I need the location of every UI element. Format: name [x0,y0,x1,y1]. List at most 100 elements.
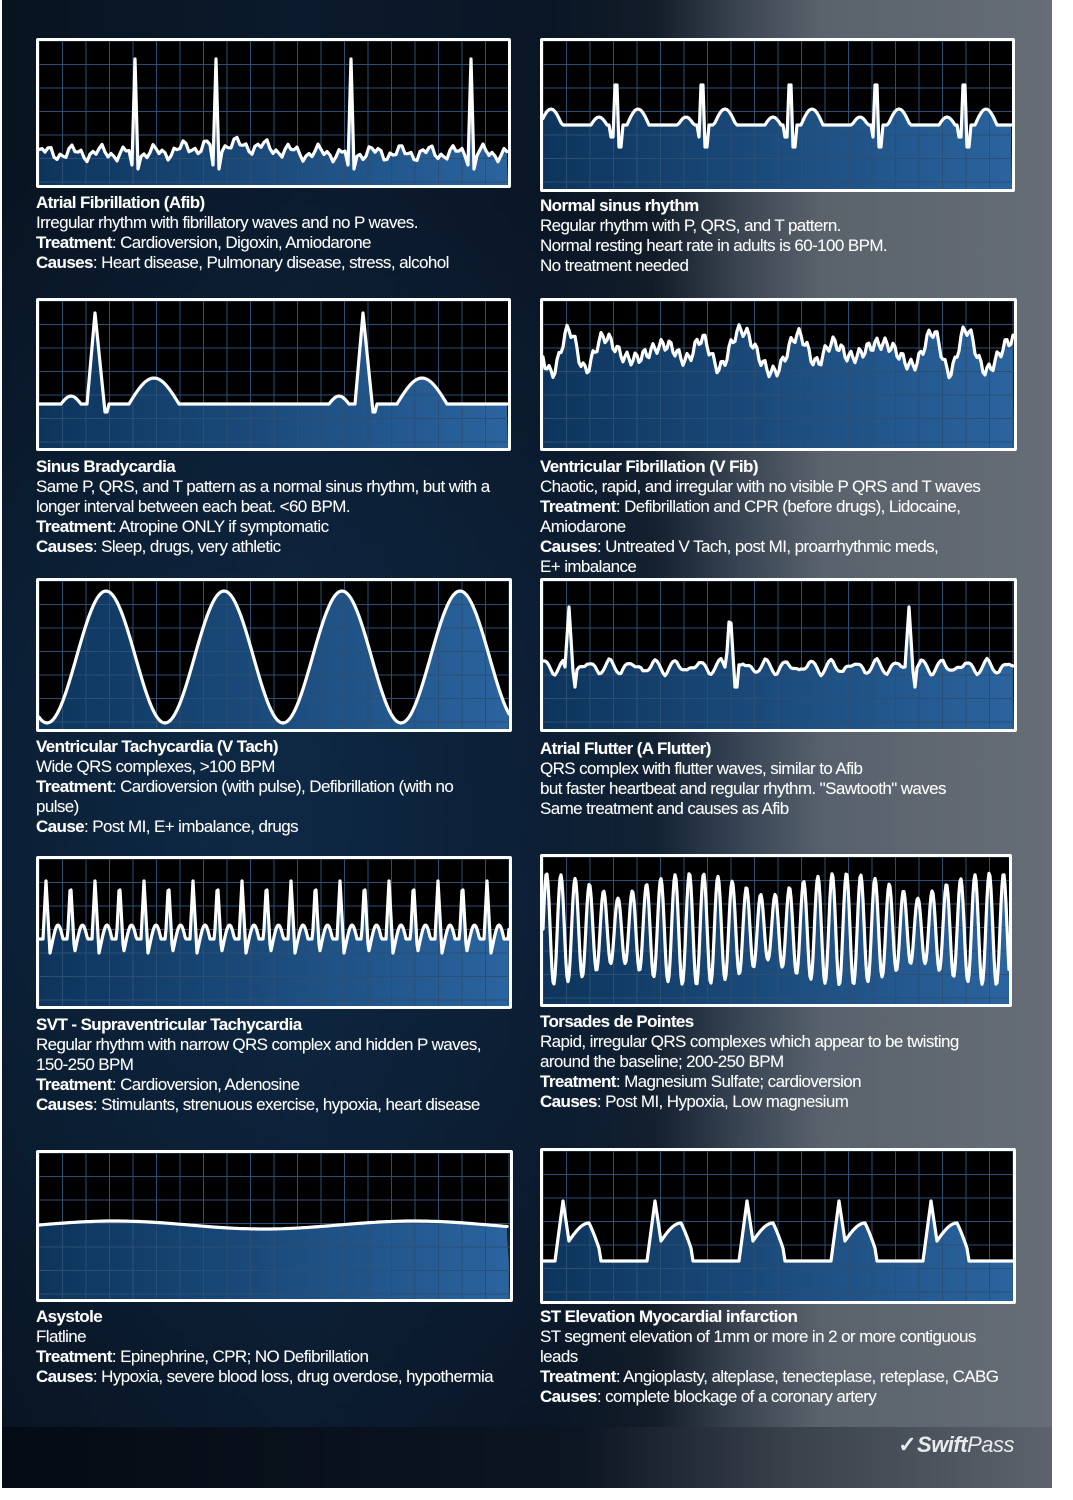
brand-swift: Swift [917,1432,968,1457]
ecg-strip-asystole [39,1153,510,1299]
card-line: Wide QRS complexes, >100 BPM [36,757,516,777]
card-line: Irregular rhythm with fibrillatory waves… [36,213,514,233]
checkmark-icon: ✓ [898,1432,917,1457]
card-line-label: Treatment [36,1347,112,1366]
card-line: leads [540,1347,1026,1367]
card-line-label: Causes [540,1387,597,1406]
card-title: Atrial Flutter (A Flutter) [540,739,711,758]
ecg-trace [543,83,1012,149]
ecg-trace [39,311,508,414]
ecg-panel-vfib [540,298,1017,451]
card-line-text: Same P, QRS, and T pattern as a normal s… [36,477,490,496]
card-line-label: Treatment [540,1367,616,1386]
brand-pass: Pass [967,1432,1014,1457]
card-line: E+ imbalance [540,557,1018,577]
card-line: Same P, QRS, and T pattern as a normal s… [36,477,520,497]
card-line-text: pulse) [36,797,79,816]
ecg-strip-vfib [543,301,1014,448]
card-line: Flatline [36,1327,522,1347]
card-line: Treatment: Defibrillation and CPR (befor… [540,497,1018,517]
card-line-text: Regular rhythm with P, QRS, and T patter… [540,216,841,235]
card-line-text: : Epinephrine, CPR; NO Defibrillation [111,1347,369,1366]
card-line: longer interval between each beat. <60 B… [36,497,520,517]
card-line: Treatment: Epinephrine, CPR; NO Defibril… [36,1347,522,1367]
card-title: Ventricular Tachycardia (V Tach) [36,737,278,756]
ecg-trace [543,1199,1013,1263]
card-title: Asystole [36,1307,103,1326]
card-line-text: : Magnesium Sulfate; cardioversion [615,1072,862,1091]
card-line: Treatment: Cardioversion (with pulse), D… [36,777,516,797]
ecg-trace [39,57,508,171]
card-line-text: : Heart disease, Pulmonary disease, stre… [92,253,449,272]
card-line-text: : Cardioversion, Adenosine [111,1075,300,1094]
card-line: Causes: Post MI, Hypoxia, Low magnesium [540,1092,1018,1112]
card-line: Normal resting heart rate in adults is 6… [540,236,1018,256]
desc-vtach: Ventricular Tachycardia (V Tach) Wide QRS… [36,737,516,837]
desc-stemi: ST Elevation Myocardial infarction ST seg… [540,1307,1026,1407]
card-line: Causes: Heart disease, Pulmonary disease… [36,253,514,273]
card-line-text: : Stimulants, strenuous exercise, hypoxi… [92,1095,481,1114]
card-line: Treatment: Cardioversion, Digoxin, Amiod… [36,233,514,253]
desc-vfib: Ventricular Fibrillation (V Fib) Chaotic,… [540,457,1018,577]
ecg-panel-aflutter [540,578,1017,732]
card-line-label: Cause [36,817,85,836]
card-line-text: Amiodarone [540,517,626,536]
card-line-label: Treatment [540,497,616,516]
card-line: around the baseline; 200-250 BPM [540,1052,1018,1072]
ecg-strip-aflutter [543,581,1014,729]
card-line: Causes: Sleep, drugs, very athletic [36,537,520,557]
ecg-strip-torsades [543,857,1009,1004]
card-line-label: Causes [540,1092,597,1111]
card-line: Causes: complete blockage of a coronary … [540,1387,1026,1407]
card-line-text: : Defibrillation and CPR (before drugs),… [615,497,961,516]
card-line-text: Flatline [36,1327,87,1346]
card-line-text: : Cardioversion (with pulse), Defibrilla… [111,777,454,796]
ecg-strip-svt [39,859,509,1006]
desc-svt: SVT - Supraventricular Tachycardia Regula… [36,1015,516,1115]
card-line-text: : Post MI, Hypoxia, Low magnesium [596,1092,849,1111]
card-line-text: longer interval between each beat. <60 B… [36,497,351,516]
ecg-strip-afib [39,41,508,185]
card-line: Treatment: Angioplasty, alteplase, tenec… [540,1367,1026,1387]
card-title: Sinus Bradycardia [36,457,176,476]
card-line-text: : Angioplasty, alteplase, tenecteplase, … [615,1367,999,1386]
card-line: 150-250 BPM [36,1055,516,1075]
ecg-panel-nsr [540,38,1015,192]
poster: Atrial Fibrillation (Afib) Irregular rhyt… [2,0,1052,1488]
card-line-label: Treatment [36,517,112,536]
card-line-text: E+ imbalance [540,557,637,576]
footer-bar [2,1427,1052,1488]
card-title: Torsades de Pointes [540,1012,694,1031]
ecg-panel-afib [36,38,511,188]
card-line: pulse) [36,797,516,817]
card-line-text: Chaotic, rapid, and irregular with no vi… [540,477,981,496]
card-line: Treatment: Atropine ONLY if symptomatic [36,517,520,537]
card-line-text: : Atropine ONLY if symptomatic [111,517,329,536]
ecg-trace [39,879,509,955]
ecg-panel-stemi [540,1148,1016,1304]
ecg-strip-stemi [543,1151,1013,1301]
card-line: Same treatment and causes as Afib [540,799,1018,819]
card-line-text: : Untreated V Tach, post MI, proarrhythm… [596,537,939,556]
card-line-text: ST segment elevation of 1mm or more in 2… [540,1327,976,1346]
card-line-text: 150-250 BPM [36,1055,134,1074]
card-line-text: : Sleep, drugs, very athletic [92,537,281,556]
card-line-text: : Cardioversion, Digoxin, Amiodarone [111,233,372,252]
card-title: ST Elevation Myocardial infarction [540,1307,798,1326]
ecg-trace [39,589,509,725]
card-line-label: Causes [36,1367,93,1386]
card-line: Chaotic, rapid, and irregular with no vi… [540,477,1018,497]
card-line-label: Causes [540,537,597,556]
card-line: ST segment elevation of 1mm or more in 2… [540,1327,1026,1347]
card-line-text: but faster heartbeat and regular rhythm.… [540,779,947,798]
card-line-label: Causes [36,1095,93,1114]
ecg-strip-vtach [39,581,509,729]
card-line-text: QRS complex with flutter waves, similar … [540,759,863,778]
card-title: Ventricular Fibrillation (V Fib) [540,457,758,476]
brand-logo: ✓SwiftPass [898,1432,1014,1458]
card-line-text: around the baseline; 200-250 BPM [540,1052,784,1071]
ecg-panel-vtach [36,578,512,732]
ecg-trace [543,605,1014,689]
card-line: but faster heartbeat and regular rhythm.… [540,779,1018,799]
card-title: SVT - Supraventricular Tachycardia [36,1015,302,1034]
